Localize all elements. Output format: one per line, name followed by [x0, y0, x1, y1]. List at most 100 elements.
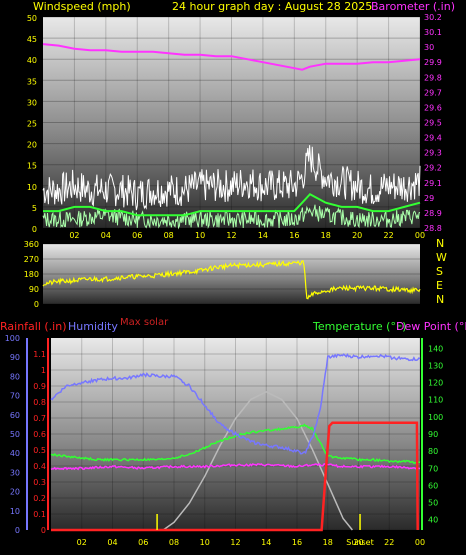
- barometer-tick-label: 29.6: [424, 103, 442, 112]
- barometer-tick-label: 29.9: [424, 58, 442, 67]
- direction-tick-label: 0: [34, 300, 39, 309]
- windspeed-tick-label: 40: [27, 56, 37, 65]
- windspeed-tick-label: 5: [32, 204, 37, 213]
- temperature-tick-label: 90: [428, 430, 438, 439]
- x-tick-label: 00: [415, 538, 425, 547]
- humidity-tick-label: 60: [10, 411, 20, 420]
- temperature-tick-label: 110: [428, 396, 443, 405]
- x-tick-label: 18: [321, 231, 331, 240]
- windspeed-tick-label: 10: [27, 183, 37, 192]
- windspeed-tick-label: 15: [27, 162, 37, 171]
- rainfall-tick-label: 0.4: [33, 462, 46, 471]
- sunset-label: Sunset: [346, 538, 373, 547]
- barometer-tick-label: 29.5: [424, 119, 442, 128]
- dewpoint-line: [50, 462, 421, 471]
- humidity-line: [50, 353, 421, 455]
- temperature-label: Temperature (°F): [312, 320, 407, 333]
- x-tick-label: 16: [289, 231, 299, 240]
- windspeed-tick-label: 45: [27, 35, 37, 44]
- barometer-axis: 28.8 28.9 29 29.1 29.2 29.3 29.4 29.5 29.6 29.7 29…: [424, 13, 442, 233]
- wind-speed-line: [42, 204, 421, 230]
- x-tick-label: 12: [226, 231, 236, 240]
- x-tick-label: 04: [101, 231, 111, 240]
- humidity-tick-label: 70: [10, 392, 20, 401]
- windspeed-tick-label: 20: [27, 141, 37, 150]
- x-tick-label: 06: [132, 231, 142, 240]
- x-tick-label: 02: [77, 538, 87, 547]
- rainfall-label: Rainfall (.in): [0, 320, 67, 333]
- sun-markers: Sunset: [156, 514, 374, 547]
- panel3-x-axis: 02 04 06 08 10 12 14 16 18 20 22 00: [77, 538, 425, 547]
- temperature-line: [50, 423, 421, 465]
- windspeed-label: Windspeed (mph): [33, 0, 131, 13]
- barometer-tick-label: 29: [424, 194, 434, 203]
- humidity-tick-label: 90: [10, 353, 20, 362]
- x-tick-label: 22: [384, 538, 394, 547]
- barometer-tick-label: 28.8: [424, 224, 442, 233]
- panel2-grid: [43, 243, 420, 305]
- x-tick-label: 20: [353, 538, 363, 547]
- rainfall-tick-label: 0.3: [33, 478, 46, 487]
- rainfall-tick-label: 0.6: [33, 430, 46, 439]
- humidity-label: Humidity: [68, 320, 118, 333]
- humidity-tick-label: 30: [10, 468, 20, 477]
- panel2-background: [43, 244, 420, 304]
- temperature-tick-label: 100: [428, 413, 443, 422]
- windspeed-tick-label: 25: [27, 120, 37, 129]
- rainfall-tick-label: 0: [41, 526, 46, 535]
- rainfall-axis: 0 0.1 0.2 0.3 0.4 0.5 0.6 0.7 0.8 0.9 1 1.1: [33, 338, 49, 535]
- humidity-tick-label: 10: [10, 507, 20, 516]
- humidity-axis: 0 10 20 30 40 50 60 70 80 90 100: [5, 334, 28, 535]
- x-tick-label: 18: [323, 538, 333, 547]
- rainfall-tick-label: 0.8: [33, 398, 46, 407]
- windspeed-tick-label: 50: [27, 14, 37, 23]
- x-tick-label: 20: [352, 231, 362, 240]
- x-tick-label: 16: [292, 538, 302, 547]
- x-tick-label: 10: [200, 538, 210, 547]
- barometer-tick-label: 29.2: [424, 164, 442, 173]
- rainfall-tick-label: 0.2: [33, 494, 46, 503]
- panel3-series: [50, 353, 421, 532]
- x-tick-label: 04: [107, 538, 117, 547]
- temperature-tick-label: 40: [428, 516, 438, 525]
- compass-label: N: [436, 293, 444, 306]
- humidity-tick-label: 80: [10, 372, 20, 381]
- barometer-label: Barometer (.in): [371, 0, 455, 13]
- x-tick-label: 14: [261, 538, 271, 547]
- temperature-tick-label: 140: [428, 344, 443, 353]
- barometer-tick-label: 29.8: [424, 73, 442, 82]
- temperature-tick-label: 70: [428, 464, 438, 473]
- humidity-tick-label: 40: [10, 449, 20, 458]
- dewpoint-label: Dew Point (°F): [396, 320, 466, 333]
- wind-direction-line: [42, 259, 421, 300]
- x-tick-label: 12: [230, 538, 240, 547]
- barometer-tick-label: 30.1: [424, 28, 442, 37]
- direction-tick-label: 90: [29, 285, 39, 294]
- windspeed-tick-label: 0: [32, 225, 37, 234]
- rainfall-tick-label: 1.1: [33, 350, 46, 359]
- temperature-tick-label: 60: [428, 481, 438, 490]
- humidity-tick-label: 50: [10, 430, 20, 439]
- x-tick-label: 10: [195, 231, 205, 240]
- x-tick-label: 14: [258, 231, 268, 240]
- x-tick-label: 08: [164, 231, 174, 240]
- wind-gust-line: [42, 145, 421, 211]
- barometer-tick-label: 29.4: [424, 134, 442, 143]
- rainfall-tick-label: 0.1: [33, 510, 46, 519]
- direction-tick-label: 270: [24, 255, 39, 264]
- humidity-tick-label: 20: [10, 488, 20, 497]
- temperature-tick-label: 130: [428, 361, 443, 370]
- windspeed-tick-label: 30: [27, 98, 37, 107]
- rainfall-line: [51, 421, 419, 532]
- barometer-tick-label: 28.9: [424, 209, 442, 218]
- x-tick-label: 00: [415, 231, 425, 240]
- direction-tick-label: 180: [24, 270, 39, 279]
- temperature-axis: 40 50 60 70 80 90 100 110 120 130 140: [421, 338, 443, 530]
- compass-label: W: [436, 251, 447, 264]
- compass-label: S: [436, 265, 443, 278]
